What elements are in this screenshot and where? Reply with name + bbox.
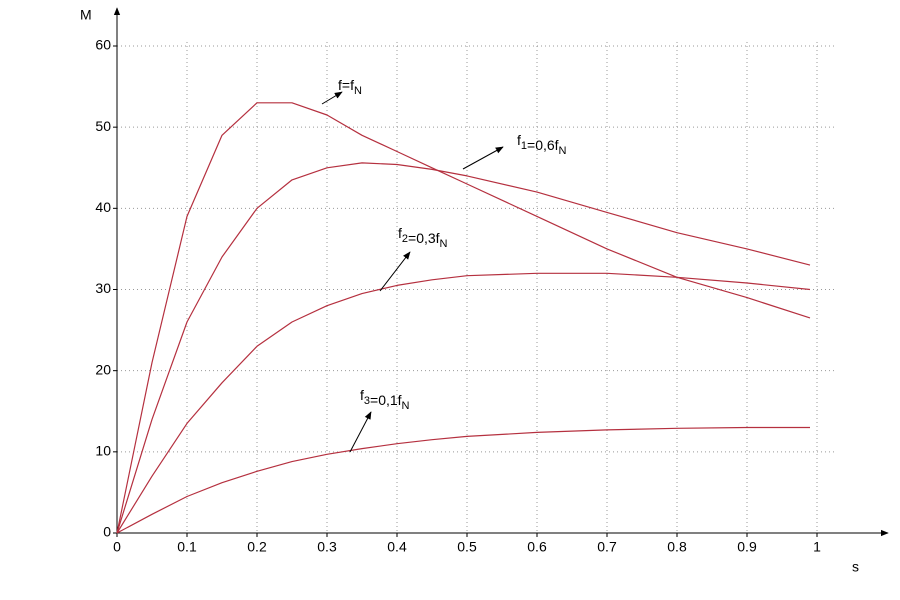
- x-tick-label: 0.6: [527, 539, 547, 555]
- annotation-subscript: 2: [402, 233, 408, 245]
- annotation-subscript: 3: [364, 395, 370, 407]
- annotation-text: =0,3f: [408, 230, 440, 246]
- x-tick-label: 0.5: [457, 539, 477, 555]
- annotation-subscript: N: [559, 145, 567, 157]
- annotation-subscript: N: [440, 238, 448, 250]
- annotation-text: f: [517, 132, 521, 148]
- annotation-subscript: N: [354, 85, 362, 97]
- y-tick-label: 60: [95, 37, 111, 53]
- y-tick-label: 0: [103, 524, 111, 540]
- annotation-subscript: N: [402, 400, 410, 412]
- y-tick-label: 10: [95, 443, 111, 459]
- annotation: f2=0,3fN: [398, 225, 448, 250]
- annotation-subscript: 1: [521, 140, 527, 152]
- annotation-text: =0,1f: [370, 392, 402, 408]
- curve: [116, 272, 811, 534]
- y-axis-label: M: [80, 7, 92, 23]
- curve: [116, 426, 810, 534]
- annotation: f1=0,6fN: [517, 132, 567, 157]
- x-tick-label: 0.4: [387, 539, 407, 555]
- annotation-text: f: [360, 387, 364, 403]
- annotation-arrow: [321, 91, 343, 105]
- x-tick-label: 0: [113, 539, 121, 555]
- y-tick-label: 30: [95, 280, 111, 296]
- curve: [116, 102, 811, 534]
- y-tick-label: 50: [95, 118, 111, 134]
- x-tick-label: 0.9: [737, 539, 757, 555]
- x-axis-label: s: [852, 559, 859, 575]
- x-tick-label: 1: [813, 539, 821, 555]
- annotation-text: =0,6f: [527, 137, 559, 153]
- annotation-text: f=f: [338, 77, 354, 93]
- annotation: f=fN: [338, 77, 362, 97]
- annotation-arrow: [379, 251, 411, 292]
- x-tick-label: 0.2: [247, 539, 267, 555]
- x-tick-label: 0.8: [667, 539, 687, 555]
- annotation-text: f: [398, 225, 402, 241]
- y-tick-label: 20: [95, 361, 111, 377]
- y-tick-label: 40: [95, 199, 111, 215]
- x-tick-label: 0.7: [597, 539, 617, 555]
- x-tick-label: 0.3: [317, 539, 337, 555]
- annotation: f3=0,1fN: [360, 387, 410, 412]
- curve: [116, 162, 811, 534]
- x-tick-label: 0.1: [177, 539, 197, 555]
- annotation-arrow: [462, 146, 504, 170]
- annotation-arrow: [349, 411, 372, 453]
